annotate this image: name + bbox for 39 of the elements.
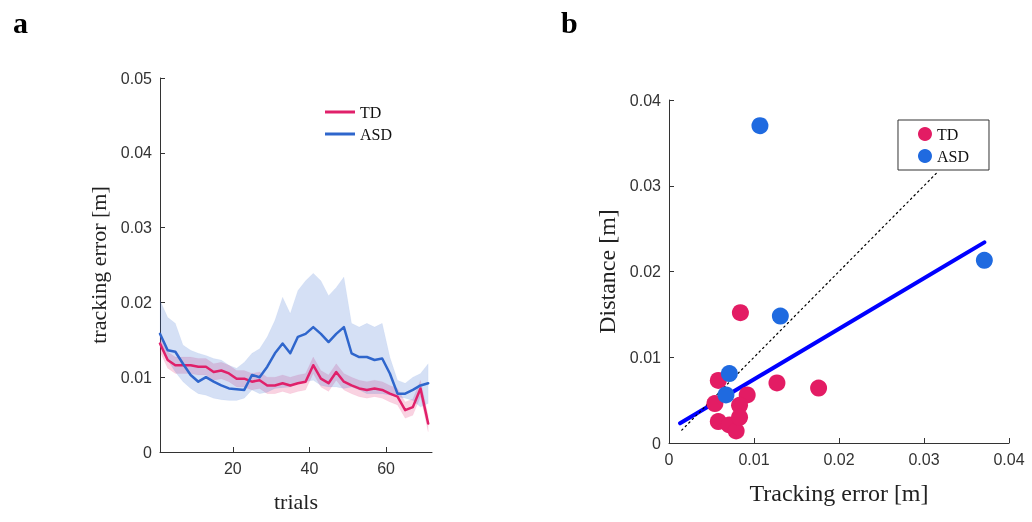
x-axis-title: Tracking error [m] [749,480,929,506]
line-series [158,325,430,395]
point [717,386,735,404]
y-tick-label: 0.03 [629,177,662,195]
x-tick-label: 0.02 [823,450,855,468]
y-tick-label: 0.02 [629,263,662,280]
point [720,365,738,383]
x-tick-label: 60 [377,459,396,477]
point [810,379,828,397]
y-tick-label: 0.04 [120,144,153,162]
x-tick-label: 0.04 [993,450,1025,468]
y-axis-title: tracking error [m] [86,186,112,344]
x-tick-label: 0.01 [738,450,770,468]
point [771,307,789,325]
y-tick-label: 0.02 [120,293,153,311]
legend-label: TD [936,125,959,143]
x-tick-label: 20 [223,459,242,477]
y-tick-label: 0.01 [120,368,153,386]
x-tick-label: 40 [300,459,319,477]
y-tick-label: 0.05 [120,69,153,87]
legend-label: TD [359,103,382,121]
y-tick-label: 0.03 [120,219,153,237]
y-tick-label: 0.01 [629,348,662,366]
point [706,395,724,413]
legend-label: ASD [359,125,393,143]
x-tick-label: 0.03 [908,450,940,468]
y-tick-label: 0 [652,434,662,452]
x-axis-title: trials [274,488,318,514]
x-tick-label: 0 [664,450,674,468]
point [768,374,786,392]
legend-label: ASD [936,147,970,165]
y-tick-label: 0.04 [629,91,662,109]
line-series [158,342,430,425]
chart-title: b [561,5,578,39]
chart-title: a [13,5,28,39]
point [975,251,993,269]
point [731,304,749,322]
point [751,117,769,135]
y-axis-title: Distance [m] [593,209,620,334]
